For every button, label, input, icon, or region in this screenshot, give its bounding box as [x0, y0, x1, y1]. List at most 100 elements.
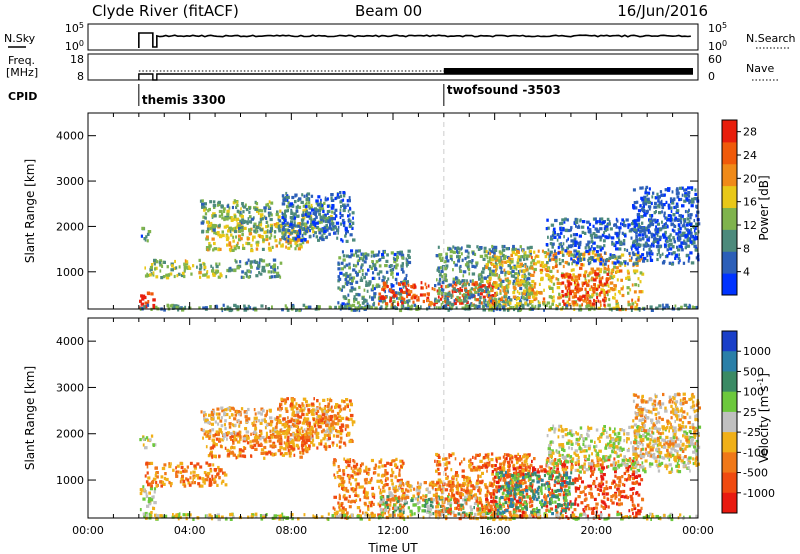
scatter-cell — [533, 285, 536, 289]
scatter-cell — [573, 295, 577, 299]
scatter-cell — [212, 212, 216, 216]
scatter-cell — [558, 242, 562, 246]
scatter-cell — [585, 301, 590, 305]
scatter-cell — [269, 227, 273, 231]
scatter-cell — [416, 501, 419, 505]
scatter-cell — [229, 408, 232, 412]
scatter-cell — [183, 484, 187, 488]
scatter-cell — [585, 305, 589, 309]
scatter-cell — [325, 223, 328, 228]
scatter-cell — [523, 275, 527, 279]
scatter-cell — [206, 471, 211, 476]
scatter-cell — [353, 297, 357, 301]
scatter-cell — [509, 261, 512, 265]
scatter-cell — [279, 404, 282, 408]
scatter-cell — [336, 443, 338, 447]
scatter-cell — [324, 447, 327, 451]
scatter-cell — [313, 422, 316, 426]
scatter-cell — [592, 290, 596, 294]
scatter-cell — [384, 483, 387, 487]
scatter-cell — [670, 217, 672, 221]
scatter-cell — [250, 432, 252, 436]
scatter-cell — [587, 252, 591, 256]
scatter-cell — [393, 252, 397, 257]
scatter-cell — [307, 305, 312, 309]
scatter-cell — [373, 301, 376, 305]
scatter-cell — [327, 204, 330, 208]
scatter-cell — [485, 263, 489, 267]
scatter-cell — [579, 252, 583, 256]
scatter-cell — [367, 282, 372, 286]
scatter-cell — [695, 305, 698, 310]
scatter-cell — [392, 299, 396, 303]
scatter-cell — [592, 286, 596, 291]
scatter-cell — [236, 410, 239, 414]
scatter-cell — [599, 282, 603, 286]
scatter-cell — [683, 188, 686, 192]
scatter-cell — [573, 254, 576, 259]
scatter-cell — [207, 421, 210, 425]
scatter-cell — [173, 274, 176, 279]
scatter-cell — [339, 208, 342, 212]
scatter-cell — [320, 439, 323, 443]
freq-tick-high: 18 — [70, 53, 84, 66]
scatter-cell — [282, 447, 286, 451]
scatter-cell — [313, 397, 315, 401]
scatter-cell — [387, 277, 390, 281]
scatter-cell — [588, 295, 591, 299]
scatter-cell — [323, 409, 327, 413]
scatter-cell — [598, 270, 602, 274]
scatter-cell — [627, 262, 629, 266]
scatter-cell — [160, 480, 165, 484]
scatter-cell — [360, 266, 363, 270]
scatter-cell — [397, 506, 400, 510]
scatter-cell — [587, 245, 590, 249]
scatter-cell — [466, 279, 468, 283]
scatter-cell — [293, 230, 297, 234]
scatter-cell — [314, 231, 317, 235]
scatter-cell — [141, 226, 145, 230]
scatter-cell — [230, 216, 233, 220]
scatter-cell — [554, 264, 558, 268]
scatter-cell — [522, 269, 526, 273]
scatter-cell — [610, 276, 614, 280]
scatter-cell — [338, 415, 342, 419]
scatter-cell — [288, 442, 291, 446]
scatter-cell — [271, 429, 275, 433]
scatter-cell — [294, 193, 298, 197]
scatter-cell — [348, 399, 352, 403]
scatter-cell — [338, 256, 342, 260]
scatter-cell — [314, 210, 318, 214]
scatter-cell — [621, 293, 625, 298]
scatter-cell — [379, 488, 382, 492]
scatter-cell — [594, 233, 598, 238]
scatter-cell — [197, 482, 201, 486]
scatter-cell — [482, 267, 486, 271]
scatter-cell — [150, 434, 154, 438]
scatter-cell — [504, 254, 507, 259]
scatter-cell — [318, 305, 321, 309]
scatter-cell — [316, 305, 319, 309]
scatter-cell — [297, 204, 299, 208]
scatter-cell — [258, 221, 261, 225]
scatter-cell — [474, 285, 477, 290]
scatter-cell — [437, 245, 440, 249]
scatter-cell — [587, 279, 591, 283]
scatter-cell — [638, 259, 641, 263]
scatter-cell — [155, 305, 158, 309]
scatter-cell — [237, 246, 240, 250]
scatter-cell — [669, 197, 673, 201]
scatter-cell — [346, 230, 349, 234]
scatter-cell — [587, 274, 590, 278]
scatter-cell — [389, 288, 393, 292]
scatter-cell — [352, 268, 356, 272]
scatter-cell — [371, 286, 374, 290]
scatter-cell — [224, 483, 228, 487]
scatter-cell — [336, 193, 339, 197]
scatter-cell — [519, 308, 522, 312]
scatter-cell — [213, 468, 217, 472]
scatter-cell — [338, 497, 341, 501]
scatter-cell — [319, 406, 321, 410]
scatter-cell — [463, 280, 466, 285]
scatter-cell — [549, 276, 554, 280]
